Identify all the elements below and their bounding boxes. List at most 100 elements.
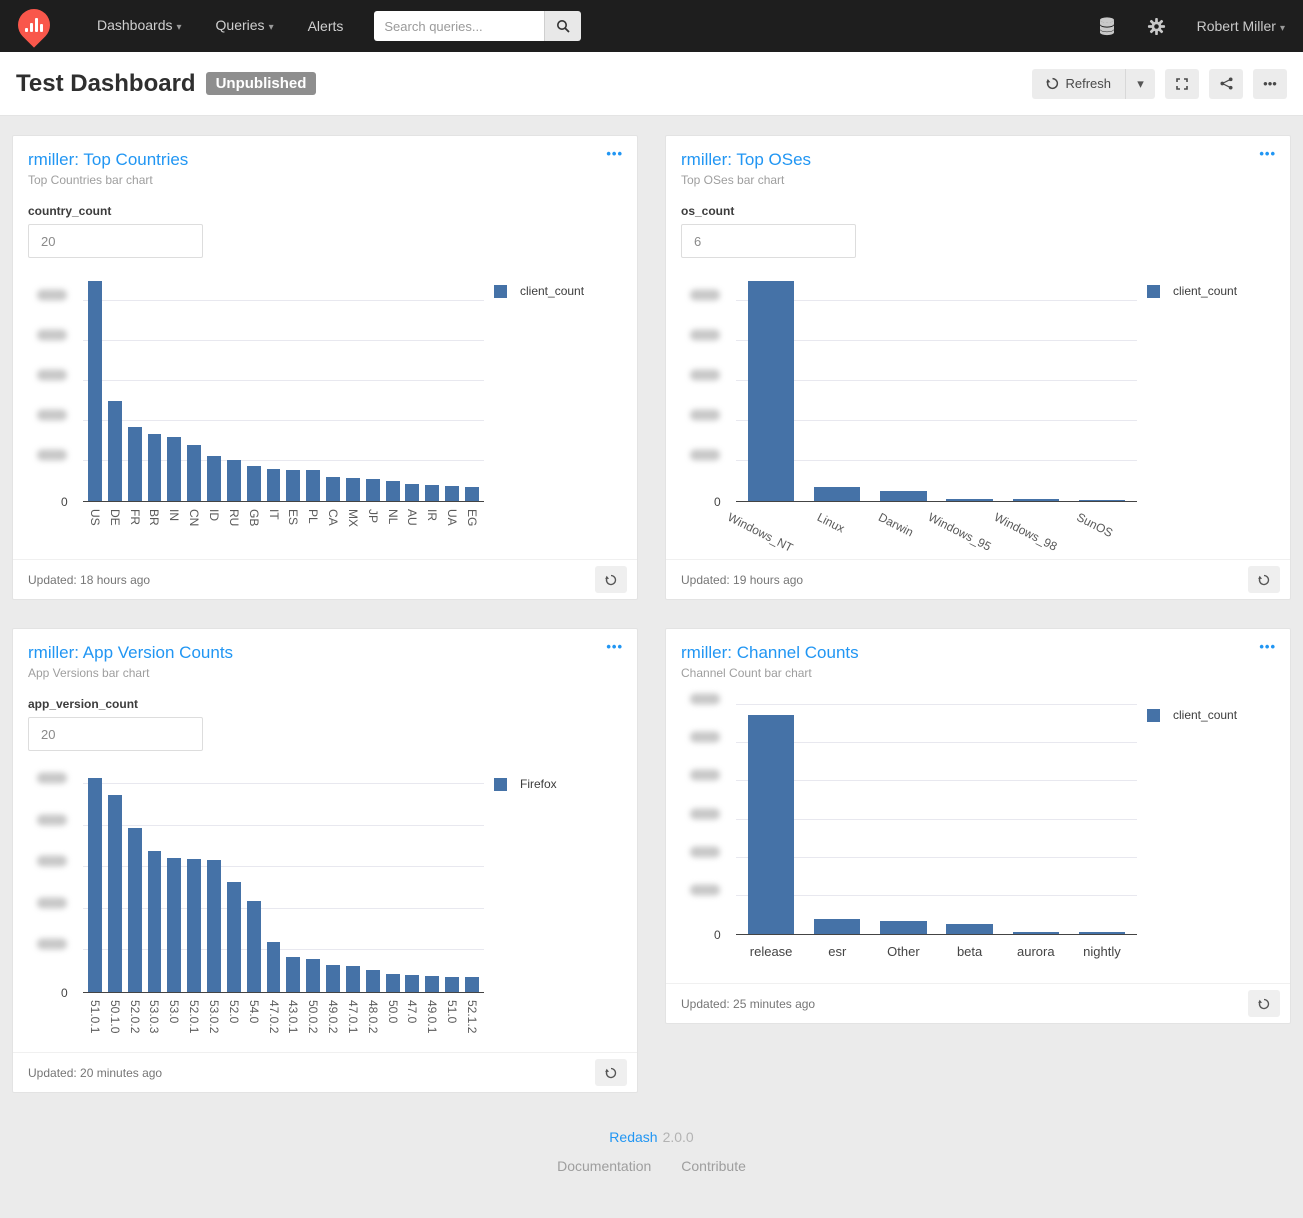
bar-FR bbox=[127, 427, 142, 501]
x-tick-label: Darwin bbox=[876, 510, 917, 540]
legend-swatch bbox=[494, 284, 507, 298]
x-tick-label: 53.0.3 bbox=[147, 1000, 162, 1034]
widget-refresh-button[interactable] bbox=[1248, 990, 1280, 1017]
chart-legend: client_count bbox=[494, 284, 622, 298]
database-icon bbox=[1097, 16, 1117, 36]
widget-refresh-button[interactable] bbox=[595, 1059, 627, 1086]
y-tick-label-blurred bbox=[690, 449, 720, 461]
y-tick-label-blurred bbox=[690, 808, 720, 819]
redash-link[interactable]: Redash bbox=[609, 1129, 658, 1145]
x-tick-label: 47.0.2 bbox=[266, 1000, 281, 1034]
y-tick-label-blurred bbox=[37, 938, 67, 950]
widget-menu-button[interactable]: ••• bbox=[606, 146, 623, 161]
refresh-interval-dropdown[interactable]: ▾ bbox=[1125, 68, 1155, 99]
widget-top-countries: rmiller: Top Countries ••• Top Countries… bbox=[12, 135, 638, 600]
nav-item-alerts[interactable]: Alerts bbox=[307, 18, 344, 34]
bar-48.0.2 bbox=[365, 970, 380, 992]
nav-item-dashboards[interactable]: Dashboards ▾ bbox=[97, 16, 182, 33]
refresh-button-group: Refresh ▾ bbox=[1032, 68, 1155, 99]
widget-footer: Updated: 20 minutes ago bbox=[13, 1052, 637, 1092]
widget-title-link[interactable]: rmiller: Top Countries bbox=[28, 150, 189, 169]
y-tick-label-blurred bbox=[690, 289, 720, 301]
x-tick-label: RU bbox=[226, 509, 241, 527]
bar-PL bbox=[306, 470, 321, 501]
y-tick-label-blurred bbox=[37, 897, 67, 909]
search-button[interactable] bbox=[544, 11, 582, 41]
fullscreen-button[interactable] bbox=[1165, 68, 1199, 99]
parameter-input[interactable] bbox=[681, 224, 856, 258]
refresh-icon bbox=[605, 1067, 617, 1079]
plot-area: 0 bbox=[37, 772, 484, 1000]
bar-aurora bbox=[1012, 932, 1059, 934]
y-tick-zero: 0 bbox=[61, 986, 68, 1000]
legend-swatch bbox=[494, 777, 507, 791]
bar-chart-channel-counts: 0 release esr Other beta aurora nightly client_… bbox=[681, 693, 1275, 961]
gridline bbox=[736, 704, 1137, 705]
user-menu[interactable]: Robert Miller ▾ bbox=[1196, 18, 1285, 34]
widget-menu-button[interactable]: ••• bbox=[1259, 146, 1276, 161]
more-options-button[interactable]: ••• bbox=[1253, 68, 1287, 99]
x-tick-label: JP bbox=[365, 509, 380, 524]
widget-menu-button[interactable]: ••• bbox=[1259, 639, 1276, 654]
gear-icon bbox=[1147, 17, 1166, 36]
bar-50.1.0 bbox=[107, 794, 122, 992]
widget-menu-button[interactable]: ••• bbox=[606, 639, 623, 654]
nav-item-queries[interactable]: Queries ▾ bbox=[215, 16, 274, 33]
bar-GB bbox=[246, 466, 261, 501]
gridline bbox=[736, 742, 1137, 744]
widget-footer: Updated: 18 hours ago bbox=[13, 559, 637, 599]
bar-IN bbox=[167, 437, 182, 501]
share-button[interactable] bbox=[1209, 68, 1243, 99]
y-tick-label-blurred bbox=[37, 289, 67, 301]
widget-title-link[interactable]: rmiller: Channel Counts bbox=[681, 643, 859, 662]
bar-AU bbox=[405, 483, 420, 501]
y-tick-label-blurred bbox=[690, 731, 720, 743]
bar-ID bbox=[207, 456, 221, 501]
y-tick-label-blurred bbox=[37, 369, 67, 381]
bar-Linux bbox=[814, 486, 861, 501]
widget-refresh-button[interactable] bbox=[595, 566, 627, 593]
settings-button[interactable] bbox=[1139, 8, 1175, 44]
bar-54.0 bbox=[246, 900, 261, 992]
legend-swatch bbox=[1147, 284, 1160, 298]
x-tick-label: 48.0.2 bbox=[365, 1000, 380, 1034]
data-sources-button[interactable] bbox=[1089, 8, 1125, 44]
plot-area: 0 bbox=[37, 281, 484, 509]
widget-refresh-button[interactable] bbox=[1248, 566, 1280, 593]
x-tick-label: esr bbox=[828, 944, 847, 959]
x-tick-label: US bbox=[87, 509, 102, 526]
redash-logo-icon[interactable] bbox=[11, 2, 57, 48]
contribute-link[interactable]: Contribute bbox=[681, 1158, 746, 1174]
navbar: Dashboards▾ Queries▾ Alerts Robert Mille… bbox=[0, 0, 1303, 52]
widget-app-version-counts: rmiller: App Version Counts ••• App Vers… bbox=[12, 628, 638, 1093]
gridline bbox=[736, 894, 1137, 896]
documentation-link[interactable]: Documentation bbox=[557, 1158, 652, 1174]
bar-release bbox=[747, 714, 795, 934]
x-tick-label: 50.0 bbox=[385, 1000, 400, 1024]
parameter-label: os_count bbox=[681, 204, 735, 218]
bar-Windows_98 bbox=[1012, 499, 1059, 501]
gridline bbox=[83, 949, 484, 951]
y-tick-label-blurred bbox=[690, 329, 720, 341]
x-tick-label: AU bbox=[405, 509, 420, 526]
legend-label: Firefox bbox=[520, 777, 557, 791]
parameter-input[interactable] bbox=[28, 717, 203, 751]
parameter-input[interactable] bbox=[28, 224, 203, 258]
x-tick-label: 49.0.1 bbox=[425, 1000, 440, 1034]
gridline bbox=[83, 380, 484, 381]
gridline bbox=[83, 824, 484, 826]
x-tick-label: ID bbox=[206, 509, 221, 521]
bar-MX bbox=[345, 478, 360, 501]
bar-BR bbox=[147, 434, 162, 501]
gridline bbox=[736, 856, 1137, 858]
widget-title-link[interactable]: rmiller: Top OSes bbox=[681, 150, 812, 169]
search-input[interactable] bbox=[374, 11, 545, 41]
x-tick-label: aurora bbox=[1016, 944, 1055, 959]
refresh-button[interactable]: Refresh bbox=[1032, 68, 1125, 99]
legend-label: client_count bbox=[1173, 708, 1238, 722]
gridline bbox=[736, 340, 1137, 341]
bar-EG bbox=[465, 486, 479, 501]
search-icon bbox=[556, 19, 571, 33]
gridline bbox=[83, 300, 484, 301]
widget-title-link[interactable]: rmiller: App Version Counts bbox=[28, 643, 234, 662]
